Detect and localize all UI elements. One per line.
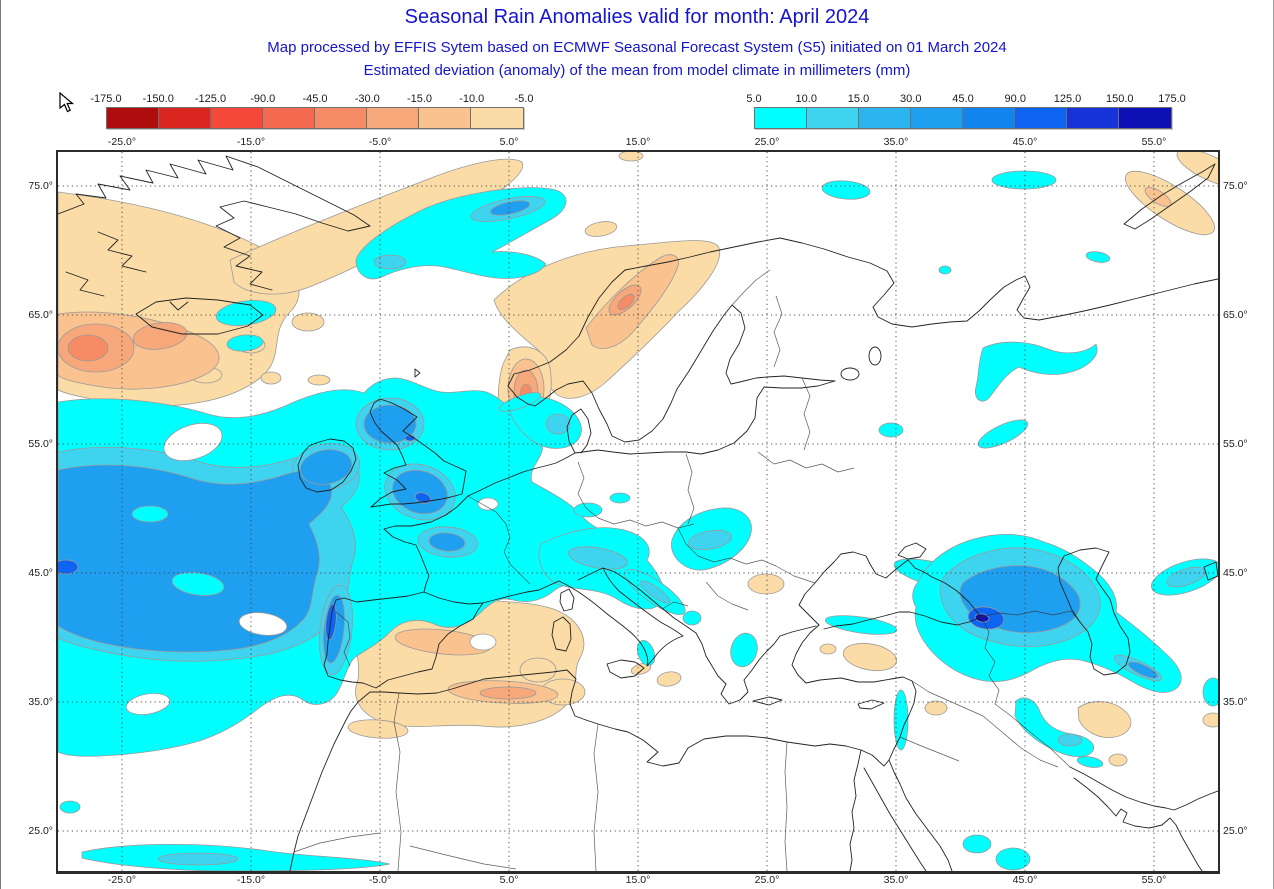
legend-tick-label: -5.0 (514, 93, 534, 105)
legend-tick-label: -30.0 (354, 93, 380, 105)
longitude-label: 25.0° (754, 136, 780, 148)
latitude-label: 45.0° (1223, 567, 1248, 579)
longitude-label: 45.0° (1012, 136, 1038, 148)
latitude-label: 45.0° (28, 567, 53, 579)
longitude-label: 25.0° (754, 874, 780, 886)
map-canvas (58, 152, 1218, 871)
legend-color-cell (1015, 108, 1067, 128)
latitude-label: 25.0° (28, 825, 53, 837)
latitude-label: 55.0° (1223, 438, 1248, 450)
legend-tick-label: 10.0 (795, 93, 817, 105)
legend-tick-label: -15.0 (406, 93, 433, 105)
longitude-label: 5.0° (499, 136, 519, 148)
positive-anomaly-regions (58, 170, 1218, 871)
coastlines (58, 155, 1218, 871)
legend-tick-label: 30.0 (900, 93, 922, 105)
legend-tick-label: -175.0 (90, 93, 122, 105)
legend-tick-label: -125.0 (194, 93, 227, 105)
legend-color-cell (755, 108, 807, 128)
longitude-label: -25.0° (107, 136, 137, 148)
legend-tick-label: -45.0 (302, 93, 328, 105)
legend-tick-label: -150.0 (142, 93, 174, 105)
longitude-label: 15.0° (625, 136, 651, 148)
page-subtitle-source: Map processed by EFFIS Sytem based on EC… (267, 39, 1007, 56)
legend-tick-label: 150.0 (1105, 93, 1134, 105)
negative-anomaly-regions (58, 152, 1218, 767)
longitude-label: -25.0° (107, 874, 137, 886)
latitude-label: 55.0° (28, 438, 53, 450)
mouse-cursor-icon (59, 92, 75, 113)
legend-color-cell (315, 108, 367, 128)
legend-tick-label: 45.0 (952, 93, 974, 105)
latitude-label: 65.0° (28, 309, 53, 321)
latitude-label: 65.0° (1223, 309, 1248, 321)
latitude-label: 35.0° (28, 696, 53, 708)
legend-color-cell (159, 108, 211, 128)
legend-tick-label: 5.0 (746, 93, 762, 105)
longitude-label: 35.0° (883, 874, 909, 886)
longitude-label: 45.0° (1012, 874, 1038, 886)
legend-color-cell (107, 108, 159, 128)
legend-color-cell (263, 108, 315, 128)
latitude-label: 75.0° (28, 180, 53, 192)
legend-tick-label: 15.0 (847, 93, 870, 105)
legend-color-cell (419, 108, 471, 128)
longitude-label: 5.0° (499, 874, 519, 886)
longitude-label: -5.0° (368, 874, 392, 886)
longitude-label: 55.0° (1141, 874, 1167, 886)
legend-color-bar (754, 107, 1172, 129)
longitude-label: -5.0° (368, 136, 392, 148)
longitude-label: 15.0° (625, 874, 651, 886)
anomaly-map (56, 150, 1220, 874)
legend-color-cell (911, 108, 963, 128)
page-subtitle-units: Estimated deviation (anomaly) of the mea… (363, 62, 911, 79)
legend-color-cell (471, 108, 523, 128)
legend-tick-label: 125.0 (1053, 93, 1082, 105)
longitude-label: -15.0° (236, 874, 266, 886)
country-borders (293, 269, 1089, 871)
page-title: Seasonal Rain Anomalies valid for month:… (404, 6, 870, 28)
legend-tick-label: 90.0 (1004, 93, 1026, 105)
legend-color-cell (1067, 108, 1119, 128)
legend-tick-label: 175.0 (1158, 93, 1186, 105)
legend-tick-label: -10.0 (459, 93, 485, 105)
legend-color-cell (807, 108, 859, 128)
latitude-label: 35.0° (1223, 696, 1248, 708)
legend-color-cell (859, 108, 911, 128)
longitude-label: -15.0° (236, 136, 266, 148)
legend-color-cell (963, 108, 1015, 128)
legend-color-cell (211, 108, 263, 128)
legend-color-bar (106, 107, 524, 129)
latitude-label: 25.0° (1223, 825, 1248, 837)
longitude-label: 55.0° (1141, 136, 1167, 148)
legend-color-cell (367, 108, 419, 128)
longitude-label: 35.0° (883, 136, 909, 148)
legend-color-cell (1119, 108, 1171, 128)
latitude-label: 75.0° (1223, 180, 1248, 192)
graticule-gridlines (58, 152, 1218, 871)
legend-tick-label: -90.0 (250, 93, 276, 105)
